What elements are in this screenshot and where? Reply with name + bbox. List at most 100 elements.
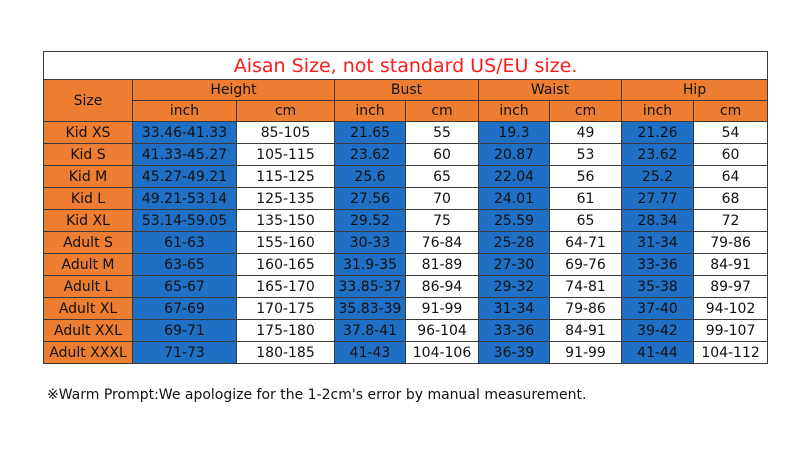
table-row: Adult XL 67-69 170-175 35.83-39 91-99 31-34 79… (43, 297, 769, 320)
bust-cm-cell: 75 (405, 209, 479, 232)
height-inch-header: inch (132, 100, 237, 122)
bust-cm-cell: 86-94 (405, 275, 479, 298)
hip-cm-cell: 60 (692, 143, 769, 166)
height-cm-cell: 155-160 (236, 231, 335, 254)
waist-cm-header: cm (549, 100, 622, 122)
bust-cm-cell: 96-104 (405, 319, 479, 342)
table-row: Kid XS 33.46-41.33 85-105 21.65 55 19.3 49 21.2… (43, 121, 769, 144)
height-cm-cell: 165-170 (236, 275, 335, 298)
waist-inch-cell: 36-39 (478, 341, 550, 364)
waist-cm-cell: 74-81 (549, 275, 622, 298)
hip-inch-cell: 37-40 (621, 297, 694, 320)
hip-cm-cell: 54 (692, 121, 769, 144)
hip-inch-cell: 41-44 (621, 341, 694, 364)
height-inch-cell: 67-69 (132, 297, 237, 320)
waist-cm-cell: 91-99 (549, 341, 622, 364)
size-label-cell: Kid S (43, 143, 133, 166)
hip-inch-cell: 21.26 (621, 121, 694, 144)
bust-cm-cell: 60 (405, 143, 479, 166)
hip-inch-cell: 25.2 (621, 165, 694, 188)
table-row: Adult S 61-63 155-160 30-33 76-84 25-28 64-71 3… (43, 231, 769, 254)
waist-inch-cell: 24.01 (478, 187, 550, 210)
bust-inch-cell: 23.62 (334, 143, 406, 166)
size-header: Size (43, 79, 133, 122)
waist-cm-cell: 84-91 (549, 319, 622, 342)
bust-cm-cell: 70 (405, 187, 479, 210)
size-label-cell: Adult S (43, 231, 133, 254)
hip-cm-cell: 104-112 (692, 341, 769, 364)
waist-inch-cell: 22.04 (478, 165, 550, 188)
bust-inch-cell: 29.52 (334, 209, 406, 232)
waist-cm-cell: 53 (549, 143, 622, 166)
table-row: Adult XXL 69-71 175-180 37.8-41 96-104 33-36 8… (43, 319, 769, 342)
height-header: Height (132, 79, 335, 101)
bust-inch-cell: 21.65 (334, 121, 406, 144)
height-cm-cell: 175-180 (236, 319, 335, 342)
waist-inch-cell: 27-30 (478, 253, 550, 276)
table-row: Adult L 65-67 165-170 33.85-37 86-94 29-32 74-… (43, 275, 769, 298)
size-label-cell: Adult M (43, 253, 133, 276)
waist-inch-cell: 33-36 (478, 319, 550, 342)
bust-inch-cell: 33.85-37 (334, 275, 406, 298)
hip-inch-cell: 23.62 (621, 143, 694, 166)
height-inch-cell: 63-65 (132, 253, 237, 276)
table-row: Adult XXXL 71-73 180-185 41-43 104-106 36-39 9… (43, 341, 769, 364)
hip-cm-cell: 84-91 (692, 253, 769, 276)
hip-cm-cell: 72 (692, 209, 769, 232)
table-row: Kid L 49.21-53.14 125-135 27.56 70 24.01 61 27.… (43, 187, 769, 210)
height-cm-cell: 170-175 (236, 297, 335, 320)
size-label-cell: Adult XXXL (43, 341, 133, 364)
height-cm-cell: 125-135 (236, 187, 335, 210)
hip-inch-cell: 27.77 (621, 187, 694, 210)
height-cm-cell: 135-150 (236, 209, 335, 232)
size-label-cell: Kid L (43, 187, 133, 210)
height-inch-cell: 71-73 (132, 341, 237, 364)
height-inch-cell: 65-67 (132, 275, 237, 298)
waist-cm-cell: 79-86 (549, 297, 622, 320)
bust-inch-cell: 25.6 (334, 165, 406, 188)
bust-cm-cell: 104-106 (405, 341, 479, 364)
waist-inch-cell: 31-34 (478, 297, 550, 320)
bust-inch-header: inch (334, 100, 406, 122)
waist-inch-cell: 25-28 (478, 231, 550, 254)
size-chart-table: Aisan Size, not standard US/EU size. Siz… (42, 51, 769, 364)
waist-inch-header: inch (478, 100, 550, 122)
height-inch-cell: 41.33-45.27 (132, 143, 237, 166)
height-inch-cell: 53.14-59.05 (132, 209, 237, 232)
bust-cm-cell: 55 (405, 121, 479, 144)
hip-cm-cell: 89-97 (692, 275, 769, 298)
hip-inch-cell: 35-38 (621, 275, 694, 298)
bust-cm-header: cm (405, 100, 479, 122)
bust-inch-cell: 30-33 (334, 231, 406, 254)
waist-header: Waist (478, 79, 622, 101)
bust-cm-cell: 91-99 (405, 297, 479, 320)
height-inch-cell: 69-71 (132, 319, 237, 342)
table-row: Kid M 45.27-49.21 115-125 25.6 65 22.04 56 25.2… (43, 165, 769, 188)
table-body: Kid XS 33.46-41.33 85-105 21.65 55 19.3 49 21.2… (43, 121, 769, 364)
bust-cm-cell: 81-89 (405, 253, 479, 276)
size-label-cell: Adult XL (43, 297, 133, 320)
height-inch-cell: 45.27-49.21 (132, 165, 237, 188)
table-row: Adult M 63-65 160-165 31.9-35 81-89 27-30 69-7… (43, 253, 769, 276)
height-cm-cell: 85-105 (236, 121, 335, 144)
height-inch-cell: 61-63 (132, 231, 237, 254)
table-row: Kid XL 53.14-59.05 135-150 29.52 75 25.59 65 28… (43, 209, 769, 232)
waist-cm-cell: 64-71 (549, 231, 622, 254)
hip-cm-cell: 94-102 (692, 297, 769, 320)
bust-header: Bust (334, 79, 479, 101)
bust-cm-cell: 65 (405, 165, 479, 188)
hip-inch-cell: 33-36 (621, 253, 694, 276)
height-cm-cell: 180-185 (236, 341, 335, 364)
size-label-cell: Adult L (43, 275, 133, 298)
waist-inch-cell: 25.59 (478, 209, 550, 232)
height-cm-cell: 105-115 (236, 143, 335, 166)
hip-inch-cell: 28.34 (621, 209, 694, 232)
hip-cm-cell: 99-107 (692, 319, 769, 342)
hip-inch-header: inch (621, 100, 694, 122)
waist-cm-cell: 69-76 (549, 253, 622, 276)
bust-inch-cell: 35.83-39 (334, 297, 406, 320)
table-title: Aisan Size, not standard US/EU size. (42, 51, 769, 80)
waist-inch-cell: 19.3 (478, 121, 550, 144)
height-cm-cell: 160-165 (236, 253, 335, 276)
size-label-cell: Kid XL (43, 209, 133, 232)
